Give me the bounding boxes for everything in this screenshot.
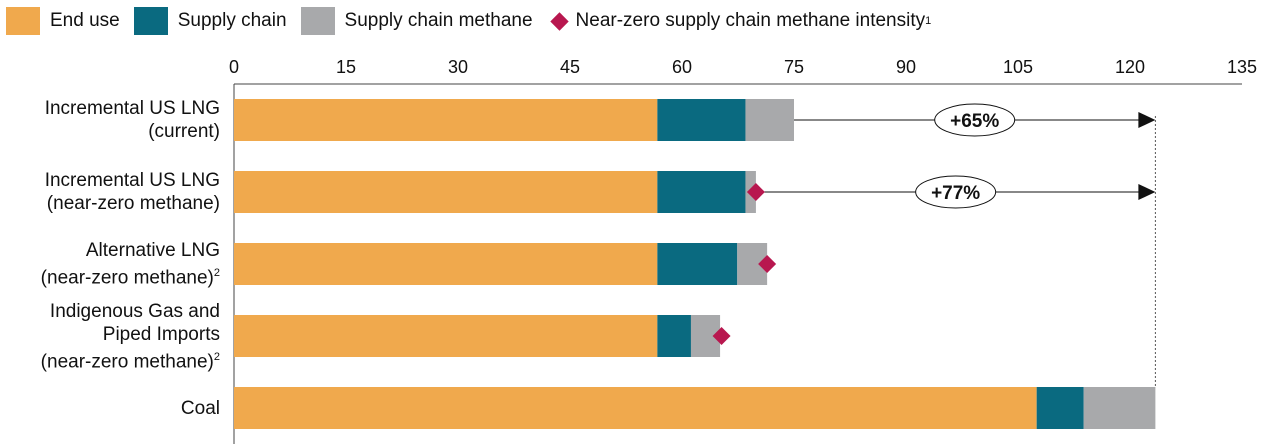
category-label: Coal — [181, 397, 220, 420]
legend-swatch-end-use — [6, 7, 40, 35]
legend: End use Supply chain Supply chain methan… — [6, 6, 945, 36]
bar-supply-chain-methane — [745, 99, 794, 141]
category-label: Incremental US LNG (current) — [45, 97, 220, 143]
x-tick-label: 135 — [1227, 57, 1257, 77]
category-label-line: Piped Imports — [102, 323, 220, 345]
bar-supply-chain — [657, 315, 691, 357]
legend-label-supply-chain: Supply chain — [177, 10, 287, 31]
category-label-line: Incremental US LNG — [44, 170, 220, 191]
x-tick-label: 90 — [896, 57, 916, 77]
category-footnote: 2 — [213, 267, 220, 279]
bar-supply-chain — [657, 243, 738, 285]
legend-swatch-supply-chain — [133, 7, 168, 35]
x-tick-label: 30 — [448, 57, 468, 77]
near-zero-marker — [746, 183, 765, 201]
x-tick-label: 60 — [672, 57, 692, 77]
annotation-bubble — [915, 175, 997, 209]
category-label-line: (near-zero methane) — [46, 193, 220, 214]
annotation-label: +65% — [950, 111, 999, 132]
legend-label-supply-chain-methane: Supply chain methane — [344, 10, 533, 31]
legend-label-end-use: End use — [50, 10, 120, 31]
annotations: +65% +77% — [755, 103, 1156, 209]
annotation-label: +77% — [931, 183, 980, 204]
bar-supply-chain-methane — [1083, 387, 1156, 429]
bar-end-use — [234, 99, 658, 141]
bar-end-use — [234, 243, 658, 285]
category-label: Incremental US LNG (near-zero methane) — [45, 169, 220, 215]
category-label-line: (near-zero methane)2 — [40, 350, 220, 372]
category-label-line: Coal — [180, 397, 220, 419]
legend-footnote-1: 1 — [925, 15, 932, 27]
category-label-line: (current) — [148, 121, 220, 142]
category-label: Indigenous Gas and Piped Imports (near-zer… — [41, 300, 220, 373]
x-tick-label: 15 — [336, 57, 356, 77]
x-tick-label: 105 — [1003, 57, 1033, 77]
bar-supply-chain — [1036, 387, 1084, 429]
legend-swatch-supply-chain-methane — [300, 7, 335, 35]
arrowhead-icon — [1138, 184, 1156, 200]
near-zero-marker — [712, 327, 731, 345]
markers — [712, 183, 777, 345]
x-axis: 0 15 30 45 60 75 90 105 120 135 — [229, 57, 1257, 444]
bar-supply-chain — [657, 99, 746, 141]
bars — [234, 99, 1156, 429]
category-label-line: Incremental US LNG — [44, 98, 220, 119]
category-label-line: Indigenous Gas and — [49, 300, 220, 322]
category-label-line: Alternative LNG — [85, 240, 220, 261]
x-tick-label: 45 — [560, 57, 580, 77]
legend-item-supply-chain: Supply chain — [133, 7, 287, 35]
legend-diamond-icon — [549, 11, 569, 31]
legend-item-end-use: End use — [6, 7, 120, 35]
category-label-line: (near-zero methane)2 — [40, 267, 220, 289]
legend-item-near-zero: Near-zero supply chain methane intensity… — [547, 10, 932, 32]
category-footnote: 2 — [213, 350, 220, 363]
bar-end-use — [234, 387, 1037, 429]
x-tick-label: 75 — [784, 57, 804, 77]
category-label: Alternative LNG (near-zero methane)2 — [41, 239, 220, 289]
near-zero-marker — [758, 255, 777, 273]
bar-end-use — [234, 171, 658, 213]
bar-end-use — [234, 315, 658, 357]
bar-supply-chain — [657, 171, 746, 213]
legend-item-supply-chain-methane: Supply chain methane — [300, 7, 533, 35]
annotation-bubble — [934, 103, 1016, 137]
legend-label-near-zero: Near-zero supply chain methane intensity — [575, 10, 926, 31]
x-tick-label: 0 — [229, 57, 239, 77]
x-tick-label: 120 — [1115, 57, 1145, 77]
arrowhead-icon — [1138, 112, 1156, 128]
